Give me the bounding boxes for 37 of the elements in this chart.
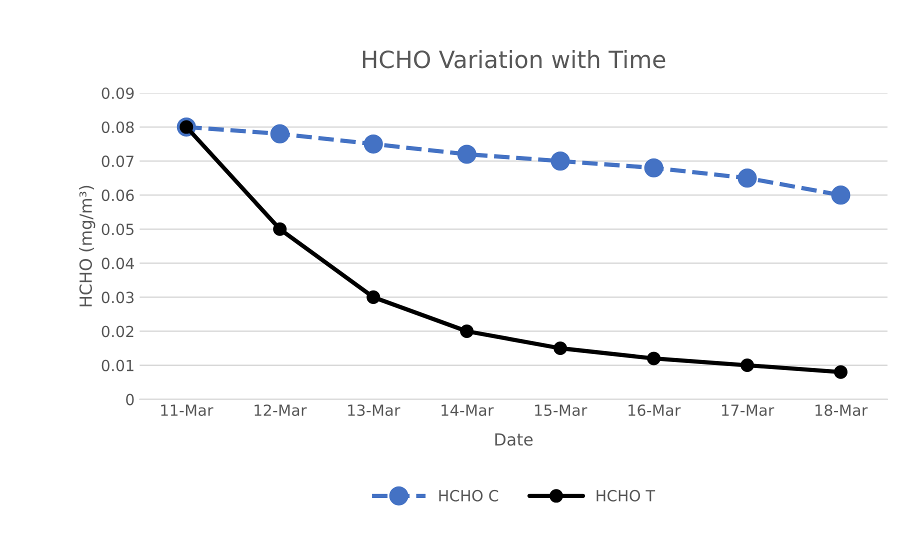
point <box>554 341 568 356</box>
point <box>364 134 383 154</box>
point <box>644 158 664 178</box>
point <box>273 222 287 236</box>
legend-label: HCHO C <box>439 490 498 502</box>
point <box>460 324 474 338</box>
y-tick-label: 0 <box>126 394 134 406</box>
x-tick-label: 15-Mar <box>535 404 588 416</box>
point <box>738 168 757 188</box>
y-tick-label: 0.05 <box>102 224 134 236</box>
x-tick-label: 18-Mar <box>816 404 868 416</box>
x-axis-title: Date <box>495 433 533 446</box>
y-tick-label: 0.08 <box>102 121 134 134</box>
point <box>270 124 290 144</box>
y-tick-label: 0.04 <box>102 258 134 270</box>
y-axis-title: HCHO (mg/m³) <box>79 186 96 306</box>
point <box>550 152 570 171</box>
chart-title: HCHO Variation with Time <box>363 50 666 68</box>
x-tick-label: 11-Mar <box>161 404 214 416</box>
y-tick-label: 0.07 <box>102 156 134 168</box>
x-tick-label: 13-Mar <box>348 404 400 416</box>
point <box>366 290 380 304</box>
point <box>740 358 754 372</box>
point <box>831 186 850 205</box>
legend-label: HCHO T <box>596 490 656 502</box>
x-tick-label: 12-Mar <box>254 404 307 416</box>
y-tick-label: 0.03 <box>102 292 134 304</box>
point <box>834 365 848 379</box>
y-tick-label: 0.02 <box>102 326 134 338</box>
x-tick-label: 14-Mar <box>442 404 494 416</box>
point <box>457 144 476 164</box>
x-tick-label: 16-Mar <box>628 404 681 416</box>
point <box>647 352 661 366</box>
x-tick-label: 17-Mar <box>722 404 774 416</box>
y-tick-label: 0.09 <box>102 87 134 100</box>
y-tick-label: 0.06 <box>102 190 134 202</box>
y-tick-label: 0.01 <box>102 360 134 372</box>
